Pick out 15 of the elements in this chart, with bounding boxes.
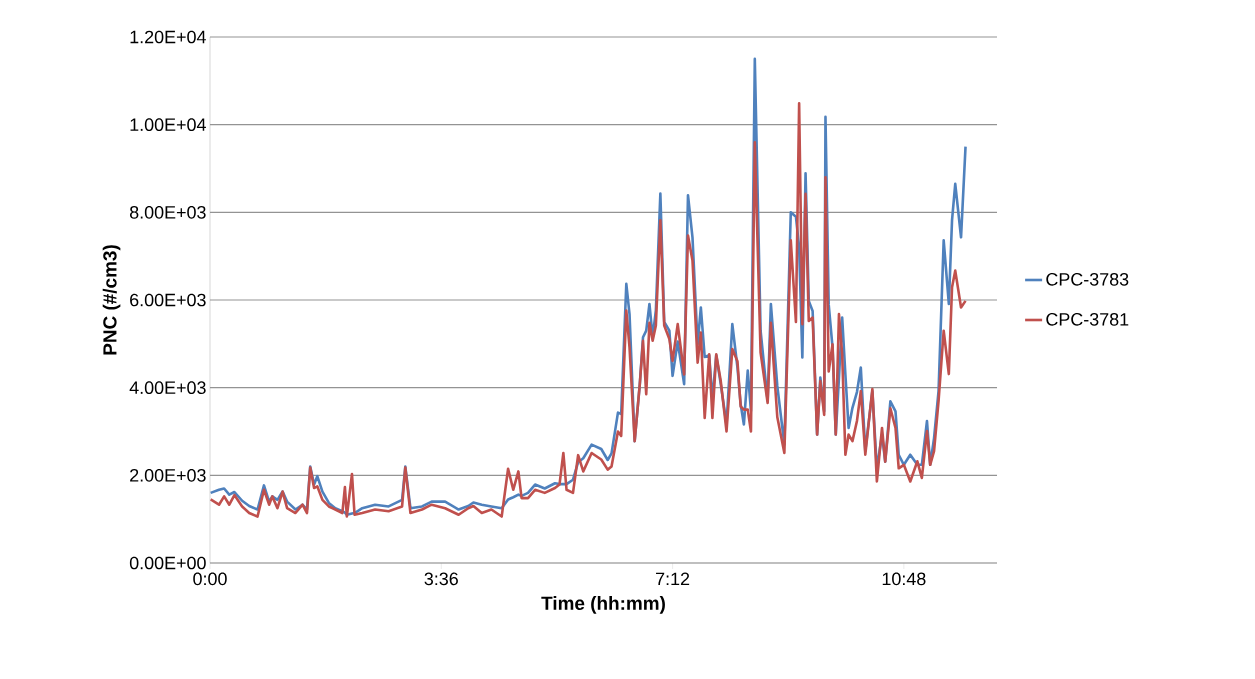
y-tick-label: 4.00E+03 [129,381,206,395]
y-tick-label: 6.00E+03 [130,293,206,307]
y-tick-label: 2.00E+03 [130,468,206,482]
y-tick-label: 8.00E+03 [129,205,206,219]
x-tick-label: 7:12 [656,572,690,586]
y-tick-label: 1.00E+04 [130,118,206,132]
x-tick-label: 10:48 [882,572,926,586]
y-axis-title: PNC (#/cm3) [102,245,121,355]
x-axis-title: Time (hh:mm) [541,596,665,614]
legend-label: CPC-3781 [1046,312,1129,326]
x-tick-label: 0:00 [193,572,227,586]
x-tick-label: 3:36 [424,572,458,586]
y-tick-label: 1.20E+04 [130,30,206,44]
legend-label: CPC-3783 [1046,272,1129,286]
y-tick-label: 0.00E+00 [129,556,206,570]
